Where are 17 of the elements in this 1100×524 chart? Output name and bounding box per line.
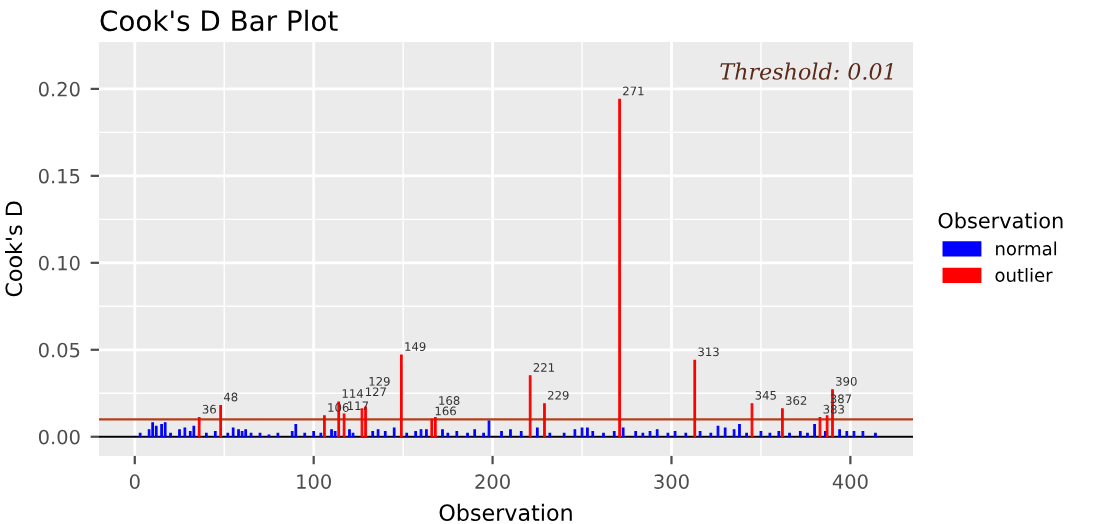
x-tick-label: 300 <box>654 474 689 489</box>
x-tick-label: 0 <box>129 474 140 489</box>
chart-title: Cook's D Bar Plot <box>100 9 338 32</box>
x-tick-label: 400 <box>832 474 868 489</box>
y-tick-label: 0.00 <box>38 429 80 445</box>
y-tick-label: 0.20 <box>38 81 80 97</box>
y-axis-title: Cook's D <box>5 201 23 297</box>
annotation: Threshold: 0.01 <box>720 62 893 80</box>
legend-title: Observation <box>938 212 1063 229</box>
x-tick-label: 200 <box>475 474 510 489</box>
y-tick-label: 0.10 <box>38 255 80 271</box>
x-tick-label: 100 <box>297 474 331 489</box>
y-tick-label: 0.15 <box>38 168 80 184</box>
legend-label: outlier <box>995 268 1053 282</box>
x-axis-title: Observation <box>439 503 572 522</box>
legend-label: normal <box>996 241 1057 256</box>
y-tick-label: 0.05 <box>38 342 80 358</box>
